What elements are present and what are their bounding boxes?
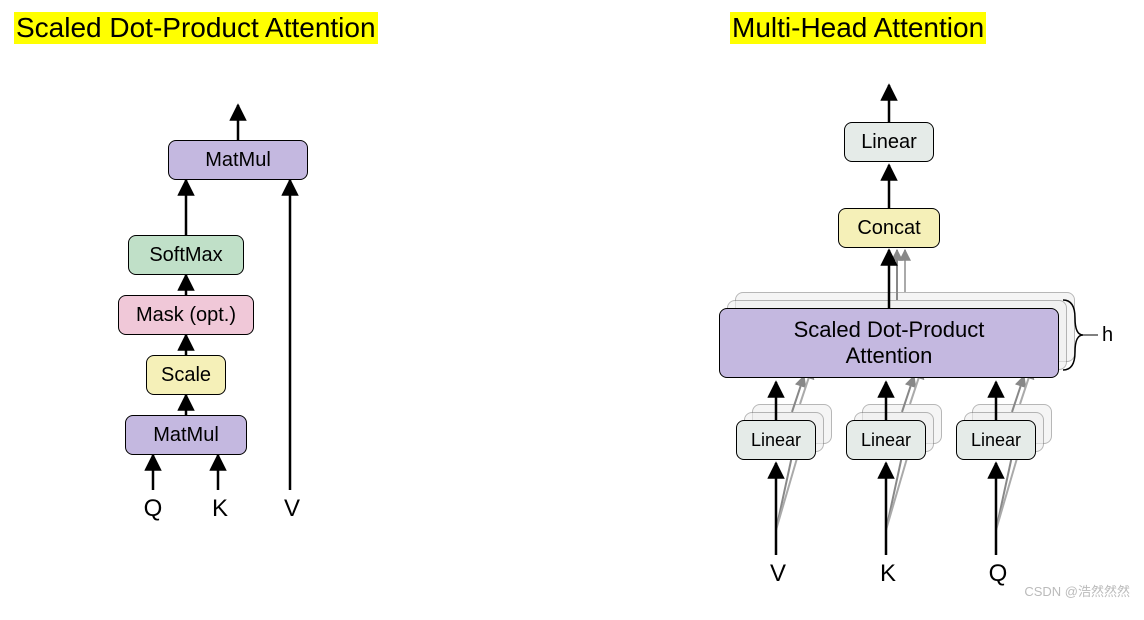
input-k-right: K [878, 560, 898, 588]
box-linear-q: Linear [956, 420, 1036, 460]
box-concat: Concat [838, 208, 940, 248]
box-linear-k: Linear [846, 420, 926, 460]
input-q-right: Q [988, 560, 1008, 588]
watermark: CSDN @浩然然然 [1024, 581, 1130, 600]
input-v-right: V [768, 560, 788, 588]
box-linear-v: Linear [736, 420, 816, 460]
box-linear-top: Linear [844, 122, 934, 162]
box-sdpa: Scaled Dot-Product Attention [719, 308, 1059, 378]
h-label: h [1102, 324, 1113, 347]
